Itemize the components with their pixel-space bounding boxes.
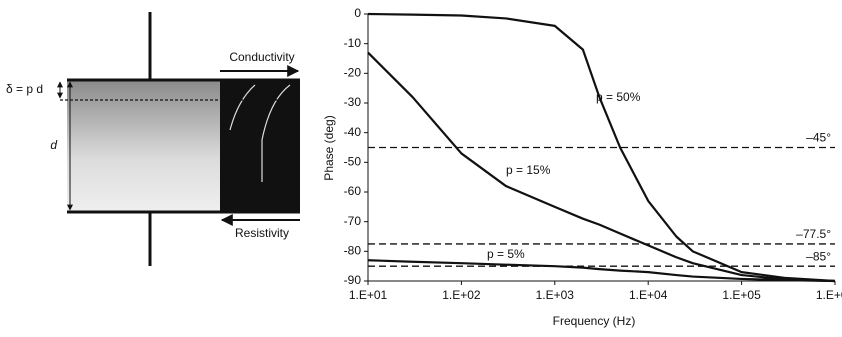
- reference-label: –85°: [806, 249, 831, 263]
- x-tick-label: 1.E+02: [442, 288, 481, 302]
- series-line: [367, 12, 836, 283]
- y-tick-label: -40: [344, 125, 362, 139]
- reference-label: –45°: [806, 131, 831, 145]
- series-line: [367, 259, 836, 283]
- y-tick-label: 0: [354, 6, 361, 20]
- x-axis-title: Frequency (Hz): [553, 314, 636, 328]
- texture: [229, 84, 291, 182]
- x-tick-label: 1.E+05: [722, 288, 761, 302]
- dielectric: [67, 80, 220, 212]
- conductivity-label: Conductivity: [229, 50, 294, 64]
- y-tick-label: -30: [344, 95, 362, 109]
- y-tick-label: -80: [344, 244, 362, 258]
- y-tick-label: -90: [344, 273, 362, 287]
- conductive-layer: [220, 80, 300, 212]
- series-label: p = 5%: [487, 247, 525, 261]
- delta-label: δ = p d: [6, 82, 43, 96]
- x-tick-label: 1.E+04: [629, 288, 668, 302]
- y-tick-label: -60: [344, 184, 362, 198]
- thickness-label: d: [50, 138, 57, 152]
- resistivity-label: Resistivity: [235, 226, 289, 240]
- diagram: Conductivity Resistivity δ = p d d: [6, 12, 300, 266]
- x-tick-label: 1.E+01: [349, 288, 388, 302]
- y-tick-label: -20: [344, 66, 362, 80]
- y-tick-label: -50: [344, 155, 362, 169]
- x-tick-label: 1.E+03: [536, 288, 575, 302]
- reference-label: –77.5°: [796, 227, 831, 241]
- y-tick-label: -10: [344, 36, 362, 50]
- y-axis-title: Phase (deg): [322, 115, 336, 180]
- series-label: p = 15%: [506, 163, 551, 177]
- series-line: [367, 51, 836, 283]
- x-tick-label: 1.E+06: [816, 288, 842, 302]
- y-tick-label: -70: [344, 214, 362, 228]
- series-label: p = 50%: [596, 90, 641, 104]
